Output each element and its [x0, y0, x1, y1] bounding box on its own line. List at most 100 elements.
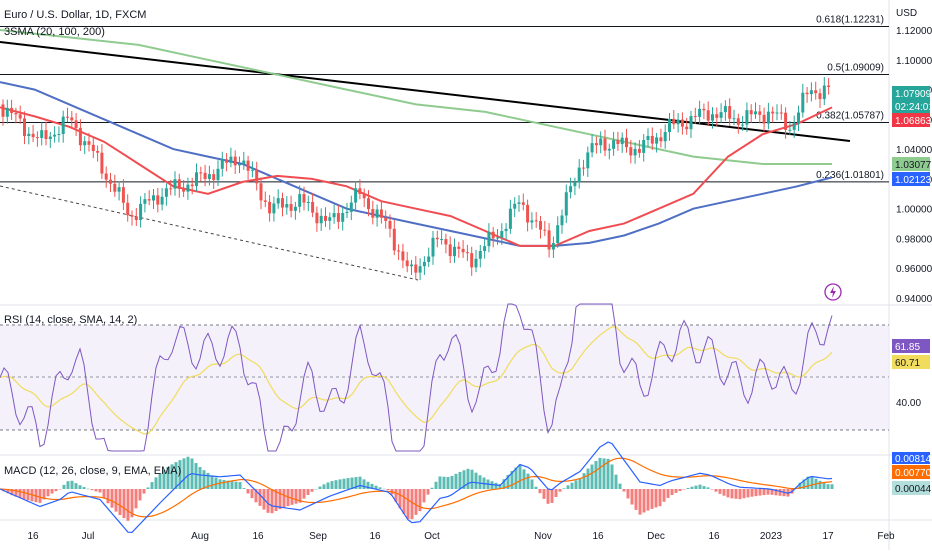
candle: [663, 124, 667, 149]
macd-hist-bar: [618, 483, 622, 489]
macd-hist-bar: [610, 464, 614, 489]
candle: [805, 87, 809, 103]
macd-hist-bar: [254, 489, 258, 503]
candle: [461, 240, 465, 258]
candle: [530, 212, 534, 230]
macd-hist-bar: [394, 489, 398, 502]
time-tick: Aug: [191, 531, 209, 542]
candle: [229, 147, 233, 168]
candle: [358, 179, 362, 200]
candle: [1, 99, 5, 126]
macd-hist-bar: [286, 489, 290, 507]
rsi-title[interactable]: RSI (14, close, SMA, 14, 2): [4, 314, 137, 326]
candle: [483, 238, 487, 259]
macd-hist-bar: [238, 482, 242, 489]
macd-hist-bar: [18, 489, 22, 499]
candle: [620, 132, 624, 153]
candle: [397, 244, 401, 261]
candle: [586, 146, 590, 177]
macd-hist-bar: [534, 486, 538, 489]
macd-hist-bar: [418, 489, 422, 512]
candle: [332, 204, 336, 224]
candle: [302, 186, 306, 211]
macd-hist-bar: [770, 489, 774, 495]
candle: [410, 259, 413, 276]
macd-hist-bar: [106, 489, 110, 504]
sma-indicator-title[interactable]: 3SMA (20, 100, 200): [4, 26, 105, 38]
macd-hist-bar: [110, 489, 114, 508]
sma100-value: 1.02123: [895, 175, 932, 186]
candle: [784, 107, 788, 139]
candle: [711, 107, 714, 129]
time-tick: 17: [822, 531, 834, 542]
candle: [569, 177, 573, 199]
candle: [822, 76, 826, 106]
macd-hist-bar: [434, 481, 438, 489]
candle: [457, 241, 461, 258]
candle: [18, 105, 22, 124]
candle: [517, 195, 521, 212]
macd-hist-bar: [206, 472, 210, 489]
macd-hist-bar: [386, 489, 390, 491]
macd-title[interactable]: MACD (12, 26, close, 9, EMA, EMA): [4, 465, 181, 477]
lightning-icon[interactable]: [824, 283, 842, 301]
macd-hist-bar: [218, 479, 222, 489]
candle: [10, 99, 14, 121]
macd-hist-bar: [602, 458, 606, 489]
macd-hist-bar: [806, 476, 810, 489]
macd-hist-bar: [170, 464, 174, 489]
candle: [341, 207, 345, 231]
candle: [5, 99, 9, 124]
macd-hist-bar: [410, 489, 414, 520]
candle: [427, 247, 431, 267]
sma100-line: [0, 81, 833, 247]
macd-hist-bar: [182, 458, 186, 489]
macd-hist-bar: [446, 476, 450, 489]
candle: [689, 110, 693, 139]
macd-hist-bar: [530, 479, 534, 489]
macd-hist-bar: [798, 482, 802, 489]
macd-hist-bar: [366, 481, 370, 489]
macd-hist-bar: [62, 484, 66, 489]
candle: [362, 188, 366, 208]
sma20-line: [0, 106, 833, 247]
time-tick: 16: [27, 531, 39, 542]
rsi-tick-40: 40.00: [896, 398, 921, 409]
macd-hist-bar: [250, 489, 254, 499]
candle: [195, 163, 198, 192]
time-tick: Sep: [309, 531, 327, 542]
candle: [801, 83, 805, 118]
fibonacci-retracement[interactable]: 0.618(1.12231) 0.5(1.09009) 0.382(1.05787)…: [0, 15, 889, 183]
candle: [57, 126, 61, 143]
macd-hist-bar: [50, 489, 54, 494]
macd-hist-bar: [558, 489, 562, 492]
symbol-title[interactable]: Euro / U.S. Dollar, 1D, FXCM: [4, 9, 146, 21]
sma100-badge: 1.02123: [892, 172, 932, 186]
macd-hist-bar: [290, 489, 294, 505]
candle: [560, 209, 564, 234]
macd-hist-bar: [186, 456, 190, 489]
candle: [44, 121, 48, 146]
macd-hist-bar: [494, 482, 498, 489]
macd-hist-bar: [338, 479, 342, 489]
currency-label[interactable]: USD: [896, 8, 917, 19]
macd-hist-bar: [214, 477, 218, 489]
time-axis[interactable]: 16 Jul Aug 16 Sep 16 Oct Nov 16 Dec 16 2023 17 Feb: [27, 531, 895, 542]
candle: [637, 140, 641, 158]
macd-hist-bar: [526, 473, 530, 489]
macd-hist-bar: [126, 489, 130, 521]
macd-hist-bar: [438, 476, 442, 489]
macd-hist-bar: [542, 489, 546, 499]
macd-hist-bar: [194, 463, 198, 489]
macd-hist-bar: [778, 489, 782, 496]
candle: [78, 119, 82, 151]
candle: [70, 111, 74, 129]
macd-hist-bar: [138, 489, 142, 501]
macd-hist-bar: [710, 489, 714, 490]
macd-hist-bar: [550, 489, 554, 503]
macd-hist-bar: [310, 489, 314, 492]
macd-hist-bar: [202, 470, 206, 489]
candle: [31, 124, 35, 143]
